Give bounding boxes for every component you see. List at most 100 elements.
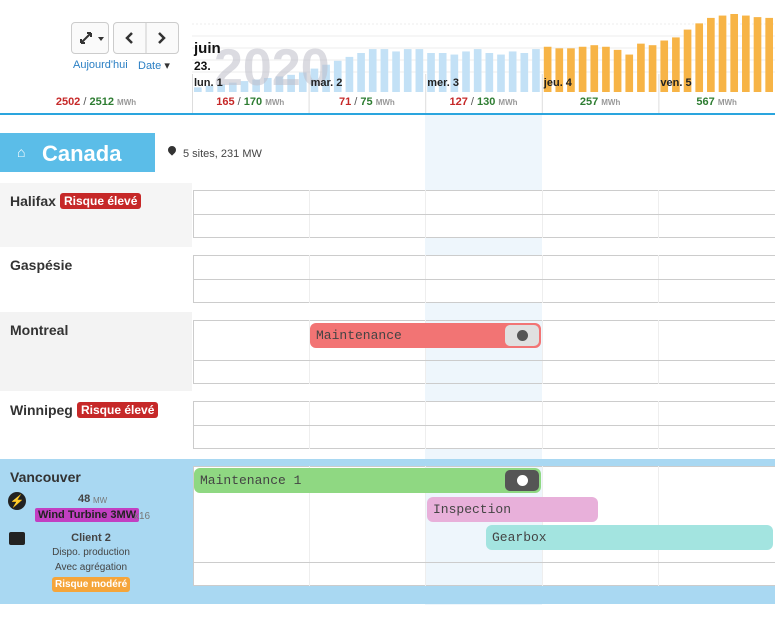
site-name: Winnipeg	[10, 402, 73, 418]
load-bar	[567, 48, 575, 92]
site-name: Montreal	[10, 322, 69, 338]
risk-badge: Risque modéré	[52, 577, 131, 592]
load-bar	[765, 17, 773, 92]
load-bar	[637, 43, 645, 92]
date-link[interactable]: Date ▾	[138, 60, 170, 72]
event-status	[505, 325, 539, 346]
day-grid-line	[425, 320, 427, 384]
separator: /	[354, 96, 358, 108]
load-bar	[310, 68, 319, 92]
client: Client 2	[71, 532, 111, 544]
load-bar	[718, 15, 727, 93]
load-bar	[322, 64, 330, 92]
load-bar	[707, 17, 715, 92]
load-bar	[427, 53, 435, 92]
day-label: jeu. 4	[543, 77, 573, 89]
actual-energy: 2512	[89, 96, 114, 108]
load-bar	[473, 49, 482, 92]
day-label: mer. 3	[427, 77, 459, 89]
load-bar	[357, 53, 365, 92]
client-icon	[9, 532, 25, 545]
status-dot	[516, 475, 528, 486]
actual-energy: 130	[477, 96, 496, 108]
row-divider	[193, 214, 775, 215]
load-bar	[462, 51, 470, 92]
load-bar	[555, 48, 564, 92]
day-label: lun. 1	[194, 77, 223, 89]
load-bar	[485, 53, 494, 92]
capacity: 48	[78, 493, 91, 505]
load-bar	[520, 53, 529, 92]
risk-badge: Risque élevé	[77, 402, 159, 418]
planned-energy: 165	[216, 96, 235, 108]
row-divider	[193, 279, 775, 280]
load-bar	[695, 23, 704, 92]
event[interactable]: Gearbox	[486, 525, 773, 550]
status-dot	[516, 330, 528, 341]
zoom-button[interactable]	[71, 22, 109, 54]
actual-energy: 75	[360, 96, 373, 108]
load-bar	[380, 49, 389, 92]
load-bar	[590, 45, 599, 92]
load-bar	[602, 46, 610, 92]
row-divider	[193, 425, 775, 426]
date-label: Date	[138, 60, 162, 72]
load-bar	[660, 40, 669, 92]
planned-energy: 71	[338, 96, 352, 108]
unit: MWh	[265, 98, 285, 107]
load-bar	[345, 56, 354, 92]
load-bar	[450, 54, 459, 92]
energy-total: 257 MWh	[540, 96, 660, 108]
load-bar	[532, 49, 540, 92]
region-info: 5 sites, 231 MW	[183, 148, 262, 160]
event[interactable]: Maintenance	[310, 323, 541, 348]
aggregation: Avec agrégation	[54, 562, 128, 573]
unit: MWh	[717, 98, 737, 107]
day-number: 23.	[194, 59, 211, 73]
load-bar	[438, 53, 447, 92]
separator: /	[237, 96, 241, 108]
day-grid-line	[658, 320, 660, 384]
energy-total: 567 MWh	[657, 96, 775, 108]
load-bar	[240, 81, 249, 92]
load-bar	[287, 74, 295, 92]
row-divider	[193, 562, 775, 563]
load-bar	[228, 82, 237, 92]
load-bar	[730, 14, 739, 92]
event-label: Maintenance 1	[200, 473, 302, 488]
event[interactable]: Inspection	[427, 497, 598, 522]
day-label: mar. 2	[311, 77, 343, 89]
nav-icons	[125, 23, 166, 53]
risk-badge: Risque élevé	[60, 193, 142, 209]
header-border	[0, 113, 775, 115]
load-bar	[205, 85, 214, 92]
load-bar	[578, 46, 587, 92]
planned-energy: 127	[449, 96, 468, 108]
nav-buttons[interactable]	[113, 22, 179, 54]
planned-energy: 2502	[55, 96, 81, 108]
unit: MWh	[117, 98, 137, 107]
event-label: Inspection	[433, 502, 512, 517]
load-bar	[252, 79, 260, 92]
day-label: ven. 5	[660, 77, 691, 89]
day-grid-line	[308, 466, 310, 586]
load-bar	[392, 51, 400, 92]
separator: /	[83, 96, 87, 108]
year-watermark: 2020	[214, 39, 330, 97]
today-link[interactable]: Aujourd'hui	[73, 59, 128, 71]
event-status	[505, 470, 539, 491]
power-icon: ⚡	[8, 492, 26, 510]
day-grid-line	[541, 320, 543, 384]
event[interactable]: Maintenance 1	[194, 468, 541, 493]
zoom-icon	[80, 32, 104, 44]
site-name: Vancouver	[10, 469, 81, 485]
row-divider	[193, 360, 775, 361]
load-bar	[508, 51, 517, 92]
day-grid-line	[425, 466, 427, 586]
load-bar	[683, 29, 692, 93]
turbine-count: x16	[134, 511, 151, 522]
load-bar	[415, 49, 424, 92]
